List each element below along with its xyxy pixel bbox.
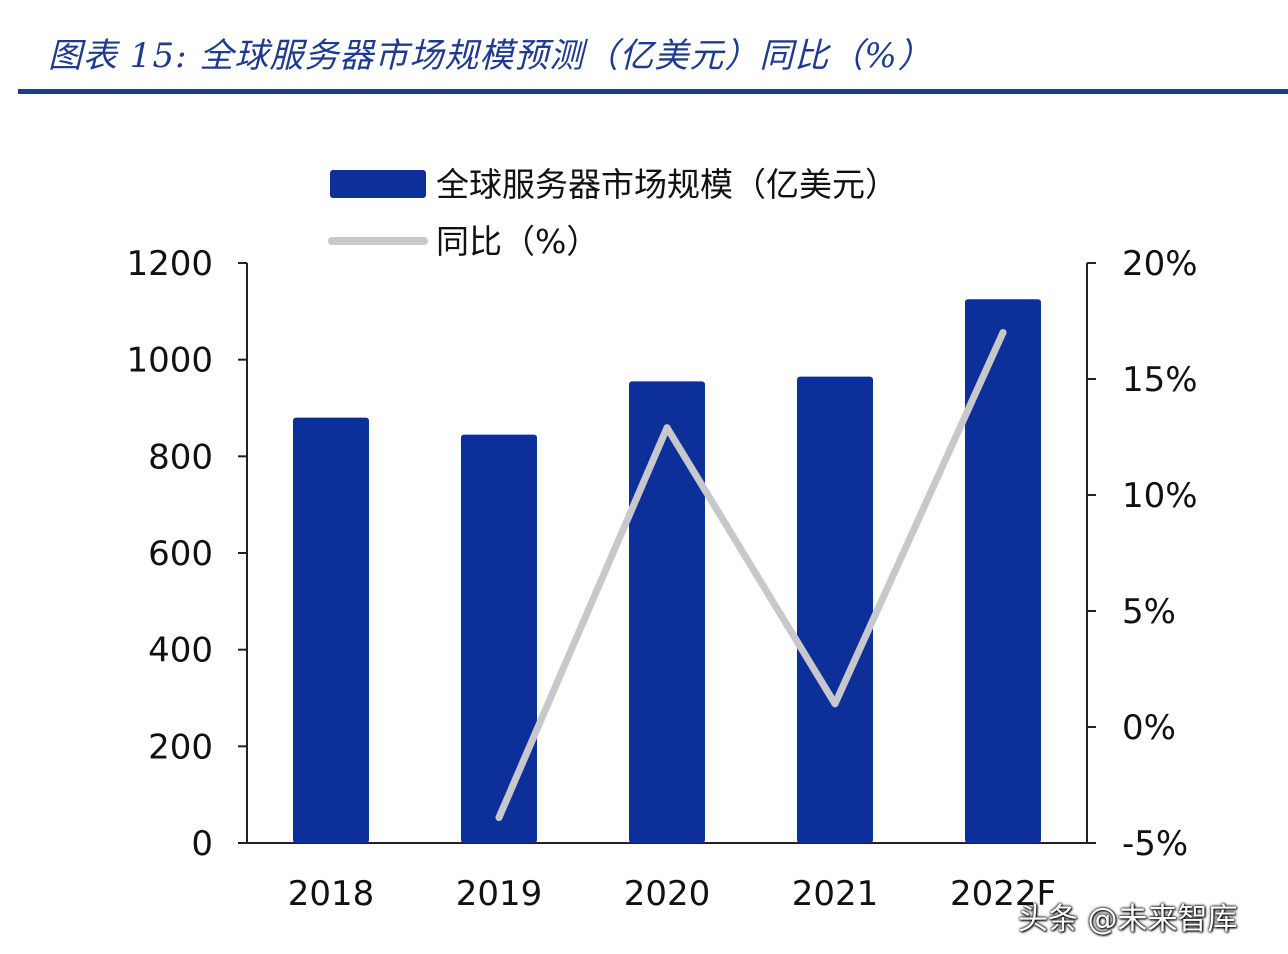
right-axis-tick-label: 10% <box>1122 476 1198 516</box>
figure-title: 图表 15: 全球服务器市场规模预测（亿美元）同比（%） <box>48 36 933 76</box>
line-series <box>495 329 1007 821</box>
bar-2021 <box>797 376 873 843</box>
x-axis-tick-label: 2020 <box>624 874 711 914</box>
left-axis-tick-label: 800 <box>148 437 213 477</box>
left-axis-tick-label: 1200 <box>126 244 213 284</box>
right-axis-tick-label: 15% <box>1122 360 1198 400</box>
x-axis-tick-label: 2019 <box>456 874 543 914</box>
yoy-point-2020 <box>663 424 671 432</box>
yoy-point-2021 <box>831 700 839 708</box>
yoy-point-2019 <box>495 813 503 821</box>
left-axis-tick-label: 0 <box>191 824 213 864</box>
right-axis-tick-label: -5% <box>1122 824 1188 864</box>
legend-label-line: 同比（%） <box>436 222 599 261</box>
bars <box>293 299 1041 843</box>
right-axis-tick-label: 0% <box>1122 708 1176 748</box>
left-axis-tick-label: 1000 <box>126 341 213 381</box>
x-axis-tick-label: 2021 <box>792 874 879 914</box>
axes: 0 200 400 600 800 1000 1200 -5% 0% 5% 10% 15% 20% 201… <box>126 244 1197 914</box>
watermark: 头条 @未来智库 <box>1018 902 1238 937</box>
bar-2022F <box>965 299 1041 843</box>
bar-2020 <box>629 381 705 843</box>
right-axis-tick-label: 5% <box>1122 592 1176 632</box>
legend-swatch-bar <box>330 170 426 198</box>
bar-2018 <box>293 417 369 843</box>
title-divider <box>18 89 1288 94</box>
left-axis-tick-label: 600 <box>148 534 213 574</box>
left-axis-tick-label: 400 <box>148 631 213 671</box>
left-axis-tick-label: 200 <box>148 727 213 767</box>
legend: 全球服务器市场规模（亿美元） 同比（%） <box>328 165 898 261</box>
yoy-point-2022F <box>999 329 1007 337</box>
legend-label-bar: 全球服务器市场规模（亿美元） <box>436 165 898 204</box>
x-axis-tick-label: 2018 <box>288 874 375 914</box>
bar-2019 <box>461 434 537 843</box>
x-axis-tick-label: 2022F <box>950 874 1056 914</box>
yoy-growth-line <box>495 329 1007 821</box>
right-axis-tick-label: 20% <box>1122 244 1198 284</box>
